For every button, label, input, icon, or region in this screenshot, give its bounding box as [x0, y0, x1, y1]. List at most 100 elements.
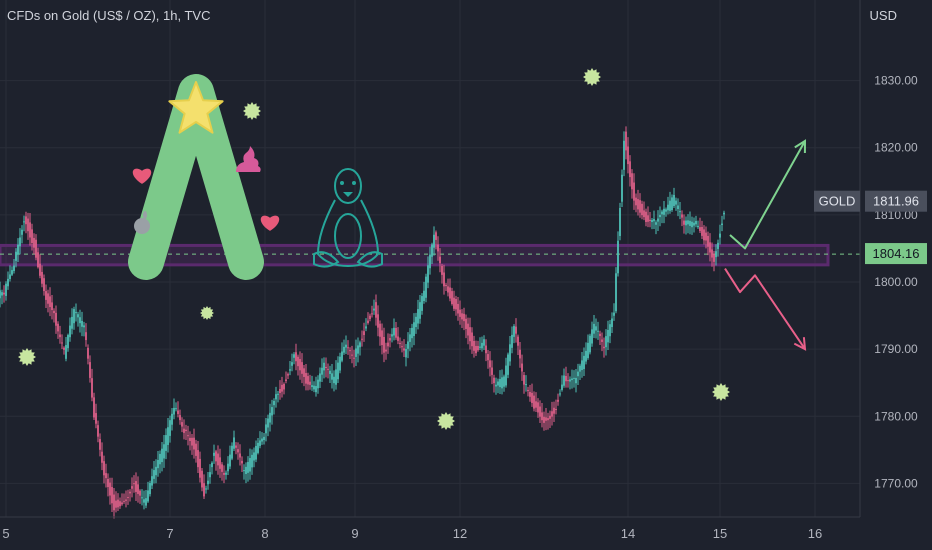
- candle-body: [275, 394, 277, 400]
- candle-body: [541, 412, 543, 421]
- candle-body: [507, 354, 509, 375]
- candle-body: [695, 220, 697, 225]
- candle-body: [225, 472, 227, 475]
- candle-body: [227, 463, 229, 472]
- candle-body: [29, 222, 31, 238]
- candle-body: [337, 362, 339, 380]
- candle-body: [309, 381, 311, 385]
- candle-body: [333, 376, 335, 384]
- y-tick-label: 1800.00: [874, 275, 918, 289]
- candle-body: [271, 407, 273, 416]
- sparkle-icon: [18, 348, 36, 366]
- candle-body: [81, 320, 83, 327]
- candle-body: [435, 232, 437, 240]
- candle-body: [17, 244, 19, 255]
- candle-body: [481, 342, 483, 349]
- candle-body: [0, 290, 1, 299]
- projections: [724, 139, 807, 351]
- candle-body: [503, 376, 505, 387]
- candle-body: [323, 362, 325, 371]
- candle-body: [461, 313, 463, 320]
- candle-body: [463, 313, 465, 322]
- grid: [0, 0, 860, 517]
- candle-body: [411, 327, 413, 339]
- candle-body: [509, 344, 511, 362]
- candle-body: [521, 363, 523, 372]
- projection-up-arrow-arrowhead: [794, 139, 807, 154]
- candle-body: [263, 436, 265, 441]
- candle-body: [335, 369, 337, 385]
- candle-body: [671, 197, 673, 211]
- candle-body: [321, 367, 323, 375]
- candle-body: [453, 297, 455, 309]
- candle-body: [667, 204, 669, 211]
- candle-body: [611, 318, 613, 327]
- candle-body: [555, 409, 557, 411]
- candle-body: [635, 197, 637, 206]
- candle-body: [689, 220, 691, 226]
- penguin-beak: [343, 192, 353, 197]
- candle-body: [575, 377, 577, 384]
- candle-body: [557, 399, 559, 402]
- candle-body: [567, 380, 569, 382]
- candle-body: [205, 488, 207, 490]
- support-zone: [0, 243, 860, 267]
- candle-body: [293, 354, 295, 358]
- candle-body: [589, 335, 591, 353]
- candle-body: [245, 466, 247, 475]
- candle-body: [41, 271, 43, 284]
- sparkle-icon: [437, 412, 455, 430]
- candle-body: [491, 367, 493, 375]
- candle-body: [171, 413, 173, 425]
- candle-body: [177, 410, 179, 414]
- candle-body: [329, 370, 331, 374]
- candle-body: [115, 500, 117, 508]
- star-icon: [168, 81, 224, 134]
- penguin-feet: [313, 251, 383, 268]
- candle-body: [327, 368, 329, 370]
- sparkle-icon: [712, 383, 730, 401]
- candle-body: [155, 466, 157, 476]
- candle-body: [187, 435, 189, 437]
- candle-body: [247, 462, 249, 473]
- candle-body: [109, 482, 111, 496]
- candle-body: [315, 386, 317, 393]
- time-axis[interactable]: 5 7 8 9 12 14 15 16: [2, 526, 822, 541]
- x-tick-label: 16: [808, 526, 822, 541]
- price-axis[interactable]: 1770.001780.001790.001800.001810.001820.…: [874, 74, 918, 491]
- candle-body: [485, 345, 487, 354]
- candle-body: [401, 346, 403, 348]
- gold-price-label: 1811.96: [873, 194, 919, 209]
- candle-body: [647, 215, 649, 222]
- candle-body: [625, 131, 627, 151]
- candle-body: [85, 332, 87, 341]
- candle-body: [373, 308, 375, 311]
- candle-body: [307, 376, 309, 385]
- candle-body: [511, 334, 513, 348]
- gold-name-box: [814, 190, 860, 212]
- candle-body: [719, 233, 721, 238]
- candle-body: [391, 334, 393, 337]
- candle-body: [403, 348, 405, 351]
- candle-body: [65, 345, 67, 359]
- candle-body: [257, 442, 259, 453]
- candle-body: [23, 221, 25, 223]
- candle-body: [423, 290, 425, 302]
- candle-body: [137, 484, 139, 494]
- candle-body: [577, 371, 579, 377]
- candle-body: [705, 232, 707, 241]
- x-tick-label: 9: [351, 526, 358, 541]
- candle-body: [605, 336, 607, 348]
- candle-body: [165, 435, 167, 451]
- candle-body: [581, 360, 583, 371]
- candle-body: [97, 425, 99, 437]
- y-tick-label: 1780.00: [874, 409, 918, 423]
- candle-body: [377, 314, 379, 328]
- candle-body: [601, 339, 603, 342]
- candle-body: [9, 274, 11, 279]
- penguin-belly: [334, 213, 362, 259]
- candle-body: [405, 349, 407, 358]
- candle-body: [701, 226, 703, 236]
- candle-body: [439, 256, 441, 264]
